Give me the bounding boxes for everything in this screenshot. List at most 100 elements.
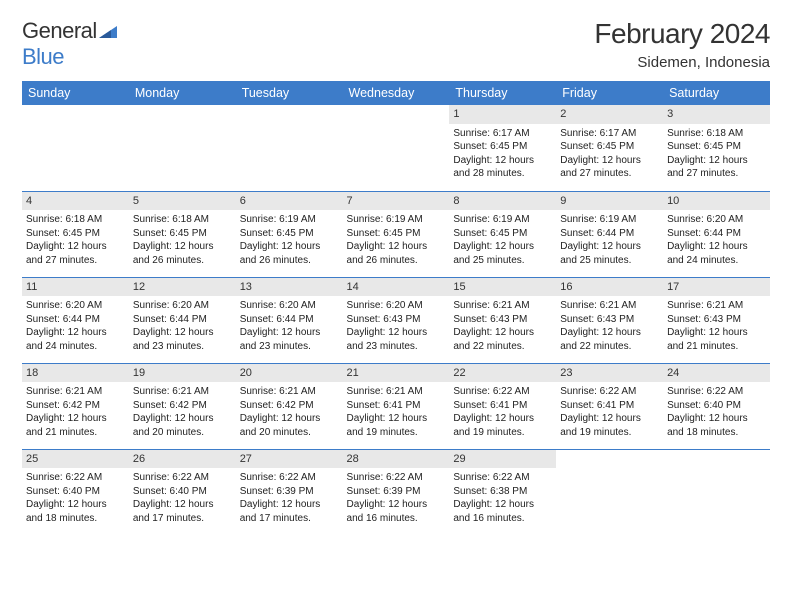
- sunrise-text: Sunrise: 6:21 AM: [560, 299, 659, 313]
- sunrise-text: Sunrise: 6:22 AM: [667, 385, 766, 399]
- day-header-wednesday: Wednesday: [343, 81, 450, 105]
- daylight-text: Daylight: 12 hours and 27 minutes.: [560, 154, 659, 181]
- day-info: Sunrise: 6:17 AMSunset: 6:45 PMDaylight:…: [453, 127, 552, 181]
- location-label: Sidemen, Indonesia: [594, 54, 770, 71]
- logo-triangle-icon: [99, 18, 117, 44]
- day-number: 21: [343, 364, 450, 383]
- daylight-text: Daylight: 12 hours and 22 minutes.: [560, 326, 659, 353]
- logo-word2: Blue: [22, 44, 64, 69]
- sunset-text: Sunset: 6:44 PM: [240, 313, 339, 327]
- calendar-day-cell: [129, 105, 236, 191]
- day-number: 14: [343, 278, 450, 297]
- sunrise-text: Sunrise: 6:22 AM: [347, 471, 446, 485]
- day-number: 13: [236, 278, 343, 297]
- sunset-text: Sunset: 6:41 PM: [453, 399, 552, 413]
- daylight-text: Daylight: 12 hours and 25 minutes.: [453, 240, 552, 267]
- daylight-text: Daylight: 12 hours and 23 minutes.: [240, 326, 339, 353]
- sunset-text: Sunset: 6:45 PM: [453, 227, 552, 241]
- daylight-text: Daylight: 12 hours and 18 minutes.: [667, 412, 766, 439]
- calendar-day-cell: 13 Sunrise: 6:20 AMSunset: 6:44 PMDayligh…: [236, 277, 343, 363]
- logo-word1: General: [22, 18, 97, 43]
- sunset-text: Sunset: 6:45 PM: [347, 227, 446, 241]
- calendar-day-cell: 16Sunrise: 6:21 AMSunset: 6:43 PMDayligh…: [556, 277, 663, 363]
- sunrise-text: Sunrise: 6:21 AM: [347, 385, 446, 399]
- daylight-text: Daylight: 12 hours and 26 minutes.: [347, 240, 446, 267]
- sunrise-text: Sunrise: 6:22 AM: [26, 471, 125, 485]
- day-info: Sunrise: 6:19 AMSunset: 6:45 PMDaylight:…: [240, 213, 339, 267]
- calendar-day-cell: 18 Sunrise: 6:21 AMSunset: 6:42 PMDayligh…: [22, 363, 129, 449]
- day-header-friday: Friday: [556, 81, 663, 105]
- day-number: 18: [22, 364, 129, 383]
- day-info: Sunrise: 6:21 AMSunset: 6:42 PMDaylight:…: [240, 385, 339, 439]
- sunrise-text: Sunrise: 6:20 AM: [347, 299, 446, 313]
- calendar-day-cell: 25Sunrise: 6:22 AMSunset: 6:40 PMDayligh…: [22, 449, 129, 535]
- day-number: 3: [663, 105, 770, 124]
- day-header-monday: Monday: [129, 81, 236, 105]
- day-info: Sunrise: 6:22 AMSunset: 6:38 PMDaylight:…: [453, 471, 552, 525]
- sunrise-text: Sunrise: 6:20 AM: [133, 299, 232, 313]
- calendar-header-row: Sunday Monday Tuesday Wednesday Thursday…: [22, 81, 770, 105]
- calendar-day-cell: [236, 105, 343, 191]
- calendar-day-cell: [22, 105, 129, 191]
- sunset-text: Sunset: 6:44 PM: [26, 313, 125, 327]
- daylight-text: Daylight: 12 hours and 28 minutes.: [453, 154, 552, 181]
- sunset-text: Sunset: 6:42 PM: [240, 399, 339, 413]
- day-info: Sunrise: 6:21 AMSunset: 6:43 PMDaylight:…: [667, 299, 766, 353]
- sunset-text: Sunset: 6:44 PM: [560, 227, 659, 241]
- calendar-table: Sunday Monday Tuesday Wednesday Thursday…: [22, 81, 770, 535]
- sunset-text: Sunset: 6:40 PM: [26, 485, 125, 499]
- calendar-day-cell: 23Sunrise: 6:22 AMSunset: 6:41 PMDayligh…: [556, 363, 663, 449]
- sunrise-text: Sunrise: 6:21 AM: [240, 385, 339, 399]
- day-number: 20: [236, 364, 343, 383]
- calendar-day-cell: 12Sunrise: 6:20 AMSunset: 6:44 PMDayligh…: [129, 277, 236, 363]
- calendar-day-cell: 27Sunrise: 6:22 AMSunset: 6:39 PMDayligh…: [236, 449, 343, 535]
- calendar-day-cell: 22Sunrise: 6:22 AMSunset: 6:41 PMDayligh…: [449, 363, 556, 449]
- day-number: 23: [556, 364, 663, 383]
- sunset-text: Sunset: 6:39 PM: [347, 485, 446, 499]
- day-number: 8: [449, 192, 556, 211]
- sunset-text: Sunset: 6:45 PM: [133, 227, 232, 241]
- sunrise-text: Sunrise: 6:17 AM: [560, 127, 659, 141]
- sunset-text: Sunset: 6:42 PM: [26, 399, 125, 413]
- daylight-text: Daylight: 12 hours and 24 minutes.: [667, 240, 766, 267]
- calendar-day-cell: [556, 449, 663, 535]
- sunrise-text: Sunrise: 6:19 AM: [453, 213, 552, 227]
- daylight-text: Daylight: 12 hours and 16 minutes.: [453, 498, 552, 525]
- daylight-text: Daylight: 12 hours and 22 minutes.: [453, 326, 552, 353]
- sunrise-text: Sunrise: 6:22 AM: [453, 471, 552, 485]
- day-number: 25: [22, 450, 129, 469]
- calendar-day-cell: 9Sunrise: 6:19 AMSunset: 6:44 PMDaylight…: [556, 191, 663, 277]
- sunset-text: Sunset: 6:42 PM: [133, 399, 232, 413]
- sunrise-text: Sunrise: 6:21 AM: [133, 385, 232, 399]
- daylight-text: Daylight: 12 hours and 19 minutes.: [453, 412, 552, 439]
- calendar-day-cell: 10Sunrise: 6:20 AMSunset: 6:44 PMDayligh…: [663, 191, 770, 277]
- sunrise-text: Sunrise: 6:20 AM: [240, 299, 339, 313]
- day-number: 5: [129, 192, 236, 211]
- sunset-text: Sunset: 6:41 PM: [347, 399, 446, 413]
- calendar-day-cell: 19Sunrise: 6:21 AMSunset: 6:42 PMDayligh…: [129, 363, 236, 449]
- daylight-text: Daylight: 12 hours and 20 minutes.: [240, 412, 339, 439]
- sunset-text: Sunset: 6:39 PM: [240, 485, 339, 499]
- day-info: Sunrise: 6:22 AMSunset: 6:39 PMDaylight:…: [347, 471, 446, 525]
- day-info: Sunrise: 6:18 AMSunset: 6:45 PMDaylight:…: [133, 213, 232, 267]
- daylight-text: Daylight: 12 hours and 19 minutes.: [347, 412, 446, 439]
- day-info: Sunrise: 6:21 AMSunset: 6:43 PMDaylight:…: [560, 299, 659, 353]
- day-info: Sunrise: 6:22 AMSunset: 6:40 PMDaylight:…: [133, 471, 232, 525]
- day-number: 7: [343, 192, 450, 211]
- sunset-text: Sunset: 6:45 PM: [240, 227, 339, 241]
- day-info: Sunrise: 6:20 AMSunset: 6:44 PMDaylight:…: [240, 299, 339, 353]
- sunrise-text: Sunrise: 6:18 AM: [667, 127, 766, 141]
- calendar-day-cell: 8 Sunrise: 6:19 AMSunset: 6:45 PMDaylight…: [449, 191, 556, 277]
- day-number: 9: [556, 192, 663, 211]
- page-title: February 2024: [594, 18, 770, 50]
- day-info: Sunrise: 6:21 AMSunset: 6:42 PMDaylight:…: [26, 385, 125, 439]
- day-number: 24: [663, 364, 770, 383]
- calendar-day-cell: 14Sunrise: 6:20 AMSunset: 6:43 PMDayligh…: [343, 277, 450, 363]
- calendar-day-cell: 26Sunrise: 6:22 AMSunset: 6:40 PMDayligh…: [129, 449, 236, 535]
- sunset-text: Sunset: 6:43 PM: [560, 313, 659, 327]
- daylight-text: Daylight: 12 hours and 26 minutes.: [240, 240, 339, 267]
- sunrise-text: Sunrise: 6:19 AM: [240, 213, 339, 227]
- calendar-day-cell: 1Sunrise: 6:17 AMSunset: 6:45 PMDaylight…: [449, 105, 556, 191]
- daylight-text: Daylight: 12 hours and 21 minutes.: [26, 412, 125, 439]
- daylight-text: Daylight: 12 hours and 27 minutes.: [26, 240, 125, 267]
